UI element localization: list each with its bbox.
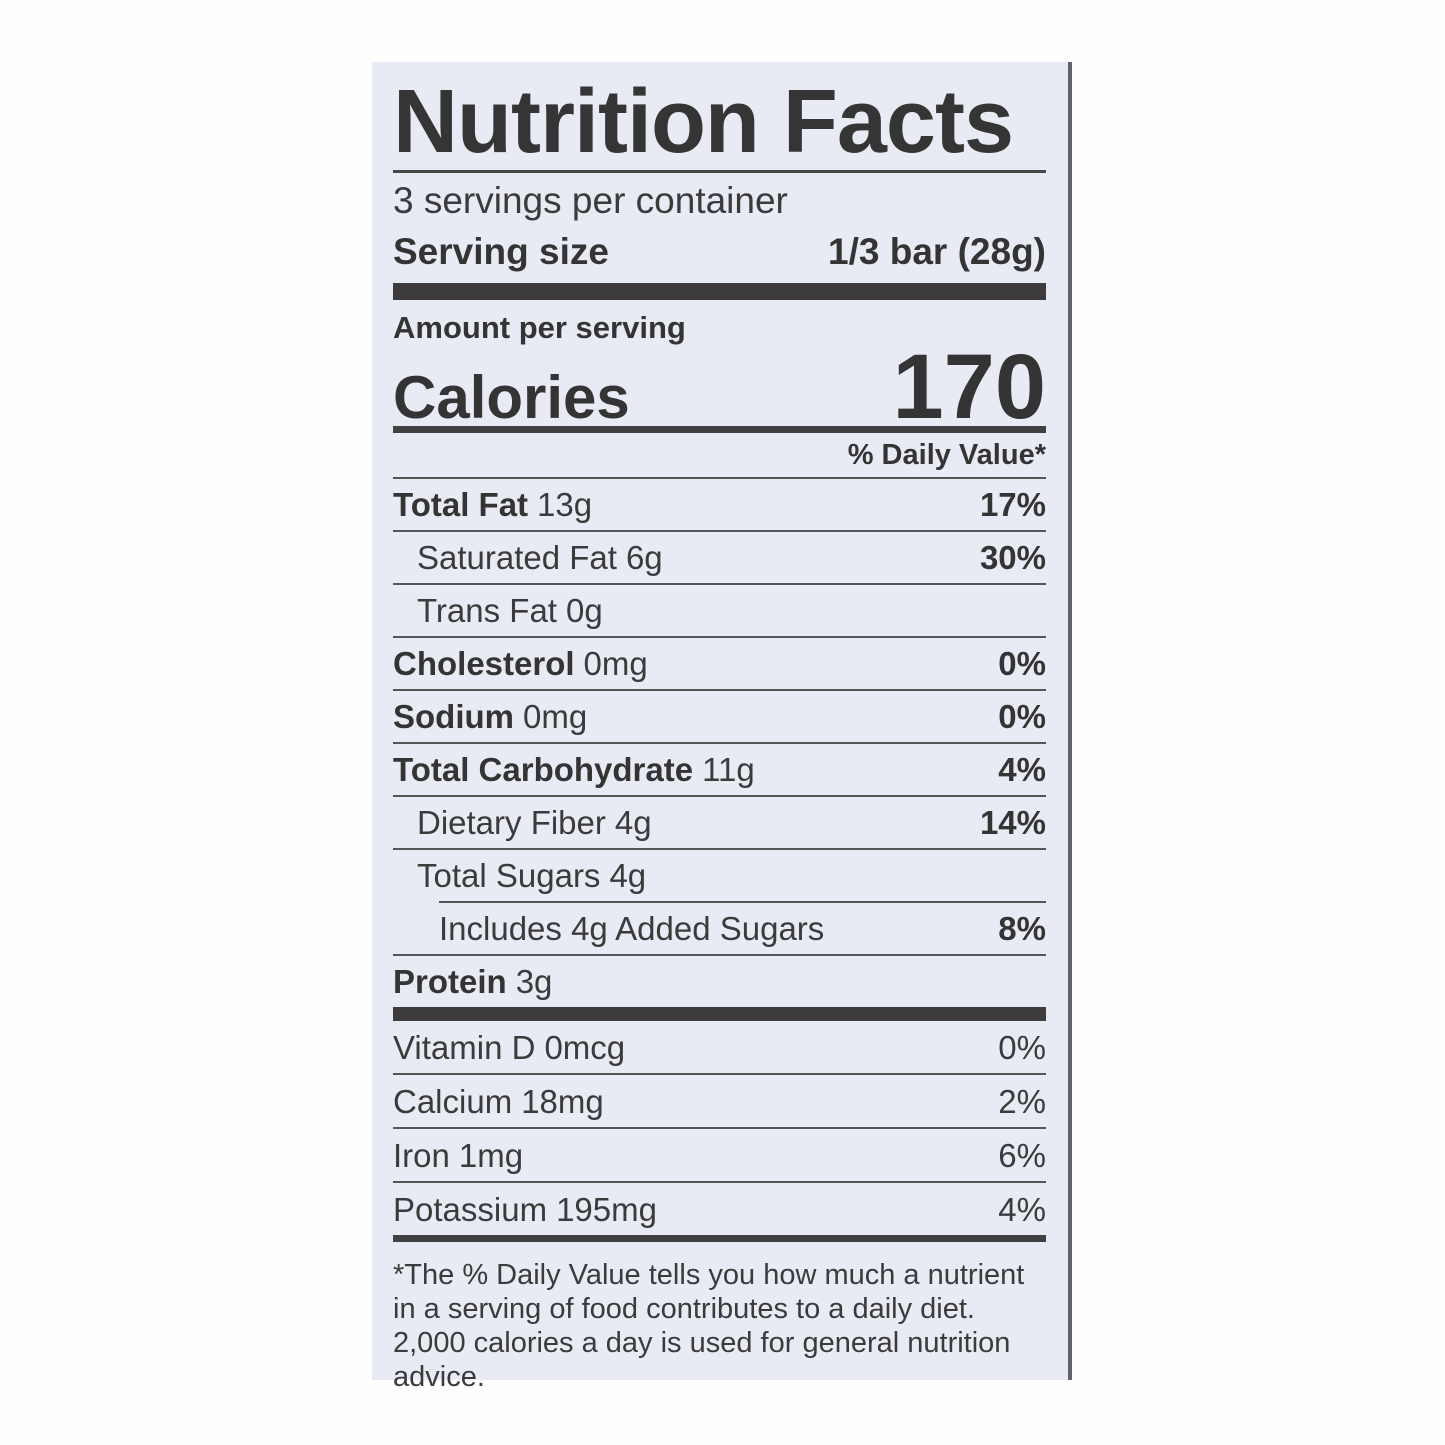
- micronutrient-row-vitamin-d: Vitamin D 0mcg 0%: [393, 1021, 1046, 1073]
- micronutrient-daily-value: 4%: [998, 1191, 1046, 1228]
- nutrient-amount: 11g: [702, 751, 755, 788]
- nutrient-amount: 0g: [565, 592, 603, 629]
- micronutrient-amount: 0mcg: [544, 1029, 626, 1066]
- nutrient-name: Saturated Fat: [417, 539, 617, 576]
- nutrient-name: Protein: [393, 963, 507, 1000]
- nutrient-row-saturated-fat: Saturated Fat 6g 30%: [393, 530, 1046, 583]
- nutrient-daily-value: 0%: [998, 698, 1046, 735]
- nutrient-name: Sodium: [393, 698, 514, 735]
- nutrient-row-cholesterol: Cholesterol 0mg 0%: [393, 636, 1046, 689]
- nutrient-row-trans-fat: Trans Fat 0g: [393, 583, 1046, 636]
- amount-per-serving-label: Amount per serving: [393, 310, 686, 345]
- nutrient-daily-value: 8%: [998, 910, 1046, 947]
- nutrient-row-added-sugars: Includes 4g Added Sugars 8%: [393, 901, 1046, 954]
- nutrient-row-dietary-fiber: Dietary Fiber 4g 14%: [393, 795, 1046, 848]
- nutrient-daily-value: 4%: [998, 751, 1046, 788]
- micronutrient-daily-value: 2%: [998, 1083, 1046, 1120]
- daily-value-header: % Daily Value*: [847, 439, 1046, 471]
- nutrient-name: Cholesterol: [393, 645, 575, 682]
- servings-per-container: 3 servings per container: [393, 180, 788, 221]
- micronutrient-amount: 18mg: [521, 1083, 604, 1120]
- daily-value-footnote: *The % Daily Value tells you how much a …: [393, 1259, 1025, 1393]
- serving-size-row: Serving size 1/3 bar (28g): [393, 227, 1046, 277]
- nutrient-amount: 0mg: [583, 645, 648, 682]
- nutrient-amount: 4g: [614, 804, 652, 841]
- nutrient-daily-value: 14%: [979, 804, 1046, 841]
- nutrition-facts-label: Nutrition Facts 3 servings per container…: [372, 62, 1072, 1393]
- micronutrient-row-iron: Iron 1mg 6%: [393, 1127, 1046, 1181]
- nutrient-row-total-sugars: Total Sugars 4g: [393, 848, 1046, 901]
- nutrient-name: Total Sugars: [417, 857, 601, 894]
- nutrient-amount: 0mg: [523, 698, 588, 735]
- nutrient-row-total-carbohydrate: Total Carbohydrate 11g 4%: [393, 742, 1046, 795]
- nutrient-name: Dietary Fiber: [417, 804, 606, 841]
- thick-separator-top: [393, 283, 1046, 300]
- nutrient-daily-value: 30%: [979, 539, 1046, 576]
- micronutrient-daily-value: 0%: [998, 1029, 1046, 1066]
- micronutrient-name: Potassium: [393, 1191, 548, 1228]
- micronutrient-amount: 195mg: [556, 1191, 657, 1228]
- nutrient-daily-value: 17%: [979, 486, 1046, 523]
- micronutrient-daily-value: 6%: [998, 1137, 1046, 1174]
- micronutrient-amount: 1mg: [458, 1137, 524, 1174]
- calories-divider: [393, 426, 1046, 433]
- micronutrient-row-potassium: Potassium 195mg 4%: [393, 1181, 1046, 1235]
- nutrient-name: Includes 4g Added Sugars: [439, 910, 825, 947]
- calories-label: Calories: [393, 364, 630, 431]
- micronutrient-name: Calcium: [393, 1083, 513, 1120]
- nutrition-facts-title: Nutrition Facts: [393, 72, 1014, 172]
- micronutrient-row-calcium: Calcium 18mg 2%: [393, 1073, 1046, 1127]
- nutrient-row-protein: Protein 3g: [393, 954, 1046, 1007]
- footnote-divider: [393, 1235, 1046, 1242]
- nutrient-name: Trans Fat: [417, 592, 557, 629]
- nutrient-amount: 4g: [609, 857, 647, 894]
- nutrient-amount: 3g: [515, 963, 553, 1000]
- calories-value: 170: [892, 336, 1047, 438]
- nutrient-amount: 13g: [537, 486, 593, 523]
- nutrient-name: Total Fat: [393, 486, 529, 523]
- calories-row: Calories 170: [393, 336, 1047, 438]
- micronutrient-name: Iron: [393, 1137, 450, 1174]
- nutrient-name: Total Carbohydrate: [393, 751, 694, 788]
- serving-size-label: Serving size: [393, 231, 609, 272]
- micronutrient-name: Vitamin D: [393, 1029, 536, 1066]
- nutrient-row-total-fat: Total Fat 13g 17%: [393, 477, 1046, 530]
- serving-size-value: 1/3 bar (28g): [828, 231, 1046, 272]
- title-divider: [393, 170, 1046, 173]
- thick-separator-middle: [393, 1007, 1046, 1021]
- nutrient-amount: 6g: [625, 539, 663, 576]
- nutrient-row-sodium: Sodium 0mg 0%: [393, 689, 1046, 742]
- nutrient-daily-value: 0%: [998, 645, 1046, 682]
